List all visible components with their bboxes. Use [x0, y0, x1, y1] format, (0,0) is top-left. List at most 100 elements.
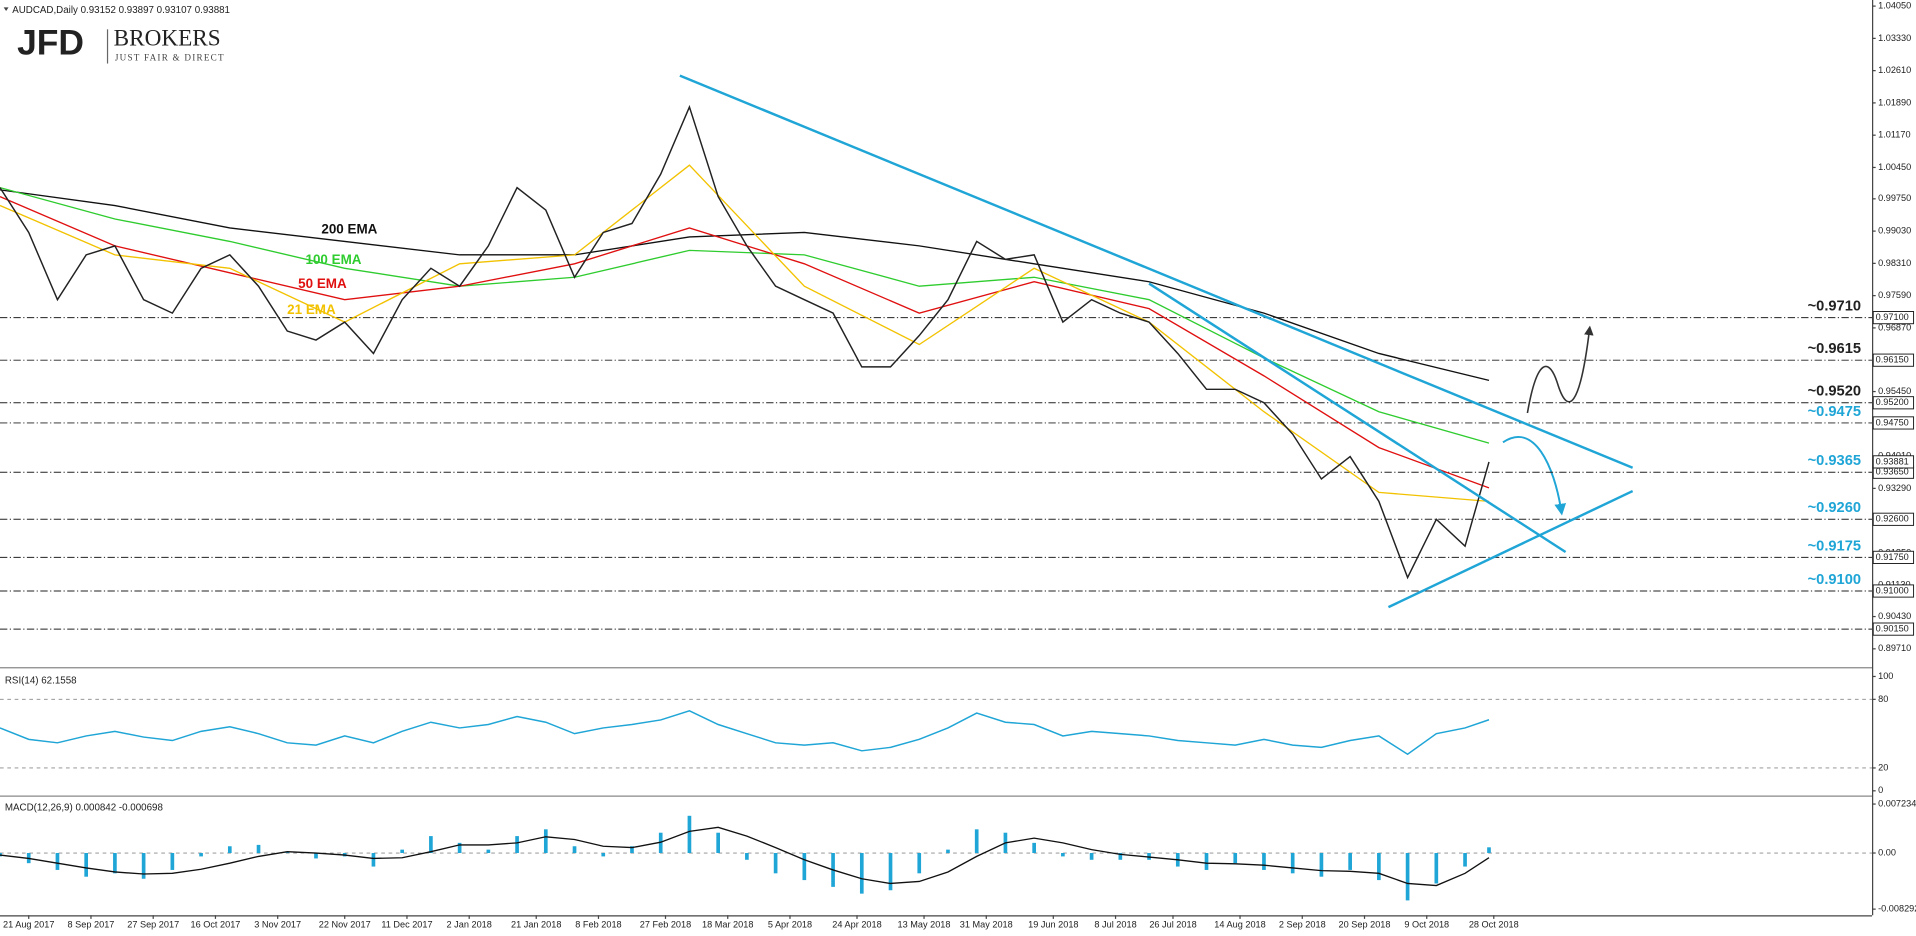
x-tick-label: 21 Aug 2017	[3, 919, 54, 929]
level-label: 0.95200	[1876, 397, 1909, 407]
x-tick-label: 3 Nov 2017	[254, 919, 301, 929]
x-tick-label: 8 Jul 2018	[1094, 919, 1136, 929]
macd-bar	[1089, 853, 1094, 860]
ema-label: 21 EMA	[287, 302, 336, 317]
macd-bar	[630, 846, 634, 854]
rsi-name: RSI(14)	[5, 675, 39, 686]
logo-name: BROKERS	[114, 26, 221, 52]
macd-bar	[859, 853, 864, 894]
level-label: 0.96150	[1876, 355, 1909, 365]
x-tick-label: 8 Feb 2018	[575, 919, 621, 929]
macd-bar	[256, 844, 261, 854]
header: AUDCAD,Daily 0.93152 0.93897 0.93107 0.9…	[12, 4, 230, 15]
level-box	[1872, 353, 1915, 367]
logo-mark: JFD	[17, 23, 84, 63]
macd-bar	[1290, 853, 1295, 874]
y-tick-label: 0.97590	[1878, 290, 1911, 300]
macd-bar	[486, 849, 491, 854]
level-box	[1872, 396, 1915, 410]
macd-bar	[1032, 842, 1036, 854]
y-tick-label: 80	[1878, 694, 1888, 704]
macd-bar	[1118, 853, 1123, 860]
level-box	[1872, 416, 1915, 430]
level-label: 0.91000	[1876, 585, 1909, 595]
x-tick-label: 5 Apr 2018	[768, 919, 812, 929]
logo-tagline: JUST FAIR & DIRECT	[115, 53, 225, 63]
rsi-line	[0, 709, 1490, 756]
low: 0.93107	[157, 4, 192, 15]
x-tick-label: 14 Aug 2018	[1214, 919, 1265, 929]
macd-bar	[55, 853, 60, 870]
y-tick-label: 0.93290	[1878, 483, 1911, 493]
trendline	[679, 74, 1634, 469]
x-tick-label: 8 Sep 2017	[68, 919, 115, 929]
x-tick-label: 27 Sep 2017	[127, 919, 179, 929]
y-tick-label: 1.00450	[1878, 162, 1911, 172]
macd-bar	[1233, 853, 1238, 864]
level-label: 0.97100	[1876, 312, 1909, 322]
level-label: 0.94750	[1876, 417, 1909, 427]
y-tick-label: 0.89710	[1878, 643, 1911, 653]
macd-name: MACD(12,26,9)	[5, 802, 73, 813]
macd-bar	[515, 836, 519, 854]
macd-bar	[802, 853, 807, 881]
macd-bar	[170, 853, 175, 870]
level-annotation: ~0.9520	[1808, 384, 1861, 400]
macd-bar	[141, 853, 146, 879]
level-box	[1872, 550, 1915, 564]
level-annotation: ~0.9260	[1808, 500, 1861, 516]
y-tick-label: 0.96870	[1878, 322, 1911, 332]
macd-bar	[84, 853, 89, 877]
x-tick-label: 9 Oct 2018	[1404, 919, 1449, 929]
header-icon	[3, 7, 9, 11]
y-tick-label: 1.01170	[1878, 130, 1910, 140]
macd-bar	[1463, 853, 1467, 867]
macd-bar	[314, 853, 318, 859]
level-annotation: ~0.9365	[1808, 453, 1861, 469]
ema-label: 50 EMA	[298, 276, 347, 291]
macd-bar	[745, 853, 749, 860]
macd-bar	[371, 853, 376, 867]
y-tick-label: 0.98310	[1878, 258, 1911, 268]
level-annotation: ~0.9615	[1808, 341, 1861, 357]
macd-bar	[716, 832, 720, 854]
y-tick-label: 0.90430	[1878, 611, 1911, 621]
x-tick-label: 19 Jun 2018	[1028, 919, 1078, 929]
macd-bar	[457, 842, 462, 854]
projection-arrow	[1526, 325, 1594, 414]
level-box	[1872, 311, 1915, 325]
level-annotation: ~0.9100	[1808, 572, 1861, 588]
macd-bar	[1061, 853, 1065, 857]
x-tick-label: 2 Sep 2018	[1279, 919, 1326, 929]
level-label: 0.93650	[1876, 467, 1909, 477]
level-annotation: ~0.9175	[1808, 538, 1861, 554]
x-tick-label: 27 Feb 2018	[640, 919, 691, 929]
y-tick-label: 0.007234	[1878, 798, 1916, 808]
high: 0.93897	[119, 4, 154, 15]
y-tick-label: 0.00	[1878, 847, 1896, 857]
level-annotation: ~0.9475	[1808, 404, 1861, 420]
x-tick-label: 22 Nov 2017	[319, 919, 371, 929]
x-tick-label: 16 Oct 2017	[191, 919, 241, 929]
macd-bar	[1377, 853, 1381, 881]
macd-bar	[572, 846, 577, 854]
close: 0.93881	[195, 4, 230, 15]
y-tick-label: 0.99030	[1878, 226, 1911, 236]
ema-line	[0, 186, 1490, 444]
macd-title: MACD(12,26,9) 0.000842 -0.000698	[5, 802, 163, 813]
ema-line	[0, 164, 1490, 503]
projection-arrow	[1502, 436, 1567, 516]
signal-value: -0.000698	[119, 802, 163, 813]
macd-bar	[1487, 847, 1491, 854]
macd-bar	[400, 849, 405, 854]
x-tick-label: 18 Mar 2018	[702, 919, 753, 929]
x-tick-label: 2 Jan 2018	[447, 919, 492, 929]
x-tick-label: 28 Oct 2018	[1469, 919, 1519, 929]
level-box	[1872, 512, 1915, 526]
rsi-value: 62.1558	[41, 675, 76, 686]
macd-bar	[917, 853, 922, 874]
y-tick-label: 1.03330	[1878, 33, 1911, 43]
